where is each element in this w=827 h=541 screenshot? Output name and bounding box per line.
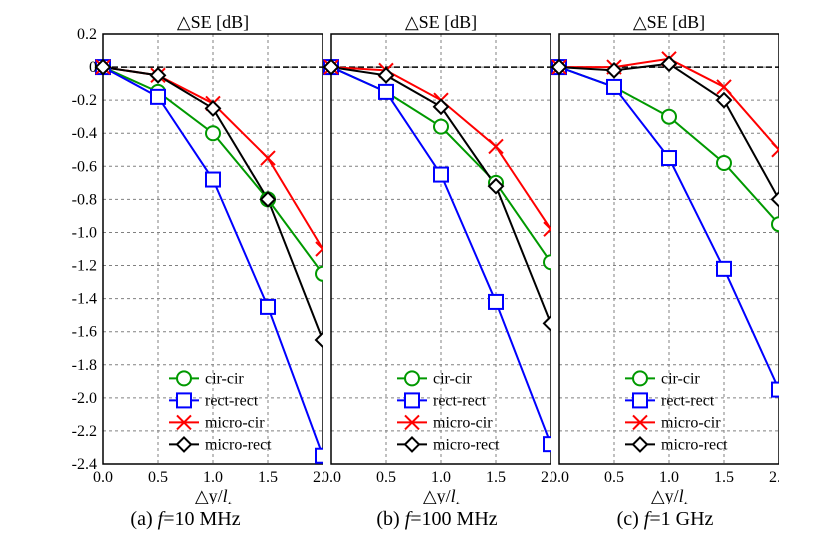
x-tick-label: 2.0 — [313, 469, 323, 486]
caption-eq: =100 MHz — [410, 508, 497, 530]
caption-prefix: (b) — [376, 508, 404, 530]
panel-c: 0.0 0.5 1.0 1.5 2.0 △SE [dB] △y/lt cir-cir rect-… — [551, 10, 779, 504]
x-tick-label: 1.0 — [659, 469, 679, 486]
legend-label-micro_rect: micro-rect — [205, 436, 272, 453]
x-axis-title: △y/lt — [651, 486, 688, 504]
y-tick-label: -1.4 — [72, 291, 97, 308]
caption-row: (a) f=10 MHz(b) f=100 MHz(c) f=1 GHz — [10, 508, 817, 531]
panel-b: 0.0 0.5 1.0 1.5 2.0 △SE [dB] △y/lt cir-cir rect-… — [323, 10, 551, 504]
panel-a-caption: (a) f=10 MHz — [48, 508, 323, 531]
y-tick-label: 0.2 — [77, 26, 97, 43]
y-tick-label: -0.8 — [72, 191, 97, 208]
x-tick-label: 1.5 — [486, 469, 506, 486]
legend-label-rect_rect: rect-rect — [433, 392, 487, 409]
x-tick-label: 1.0 — [203, 469, 223, 486]
y-tick-label: -1.2 — [72, 258, 97, 275]
legend-label-rect_rect: rect-rect — [661, 392, 715, 409]
legend-label-micro_cir: micro-cir — [661, 414, 721, 431]
y-axis-title: △SE [dB] — [177, 12, 249, 32]
y-tick-label: -1.0 — [72, 224, 97, 241]
x-tick-label: 0.5 — [148, 469, 168, 486]
panel-c-caption: (c) f=1 GHz — [551, 508, 779, 531]
legend-label-micro_cir: micro-cir — [433, 414, 493, 431]
x-tick-label: 0.5 — [376, 469, 396, 486]
x-tick-label: 1.5 — [714, 469, 734, 486]
panel-b-caption: (b) f=100 MHz — [323, 508, 551, 531]
legend-label-rect_rect: rect-rect — [205, 392, 259, 409]
y-tick-label: -1.6 — [72, 324, 97, 341]
panel-a: -2.4-2.2-2.0-1.8-1.6-1.4-1.2-1.0-0.8-0.6… — [48, 10, 323, 504]
caption-eq: =1 GHz — [649, 508, 713, 530]
legend-label-micro_rect: micro-rect — [433, 436, 500, 453]
x-tick-label: 0.0 — [551, 469, 569, 486]
legend-label-micro_cir: micro-cir — [205, 414, 265, 431]
panels-row: -2.4-2.2-2.0-1.8-1.6-1.4-1.2-1.0-0.8-0.6… — [48, 10, 779, 504]
x-tick-label: 1.5 — [258, 469, 278, 486]
legend-label-cir_cir: cir-cir — [661, 370, 700, 387]
x-tick-label: 0.0 — [93, 469, 113, 486]
caption-eq: =10 MHz — [163, 508, 240, 530]
x-axis-title: △y/lt — [423, 486, 460, 504]
y-tick-label: 0 — [89, 59, 97, 76]
legend-label-cir_cir: cir-cir — [205, 370, 244, 387]
panel-a-svg: -2.4-2.2-2.0-1.8-1.6-1.4-1.2-1.0-0.8-0.6… — [48, 10, 323, 504]
y-tick-label: -0.2 — [72, 92, 97, 109]
x-tick-label: 0.5 — [604, 469, 624, 486]
x-tick-label: 2.0 — [769, 469, 779, 486]
panel-b-svg: 0.0 0.5 1.0 1.5 2.0 △SE [dB] △y/lt cir-cir rect-… — [323, 10, 551, 504]
caption-prefix: (a) — [130, 508, 157, 530]
x-tick-label: 0.0 — [323, 469, 341, 486]
y-tick-label: -0.4 — [72, 125, 97, 142]
y-tick-label: -2.2 — [72, 423, 97, 440]
legend-label-micro_rect: micro-rect — [661, 436, 728, 453]
y-tick-label: -2.0 — [72, 390, 97, 407]
y-axis-title: △SE [dB] — [633, 12, 705, 32]
y-tick-label: -1.8 — [72, 357, 97, 374]
y-axis-title: △SE [dB] — [405, 12, 477, 32]
figure-container: -2.4-2.2-2.0-1.8-1.6-1.4-1.2-1.0-0.8-0.6… — [10, 10, 817, 531]
legend-label-cir_cir: cir-cir — [433, 370, 472, 387]
panel-c-svg: 0.0 0.5 1.0 1.5 2.0 △SE [dB] △y/lt cir-cir rect-… — [551, 10, 779, 504]
x-tick-label: 2.0 — [541, 469, 551, 486]
x-axis-title: △y/lt — [195, 486, 232, 504]
caption-prefix: (c) — [617, 508, 644, 530]
x-tick-label: 1.0 — [431, 469, 451, 486]
y-tick-label: -0.6 — [72, 158, 97, 175]
